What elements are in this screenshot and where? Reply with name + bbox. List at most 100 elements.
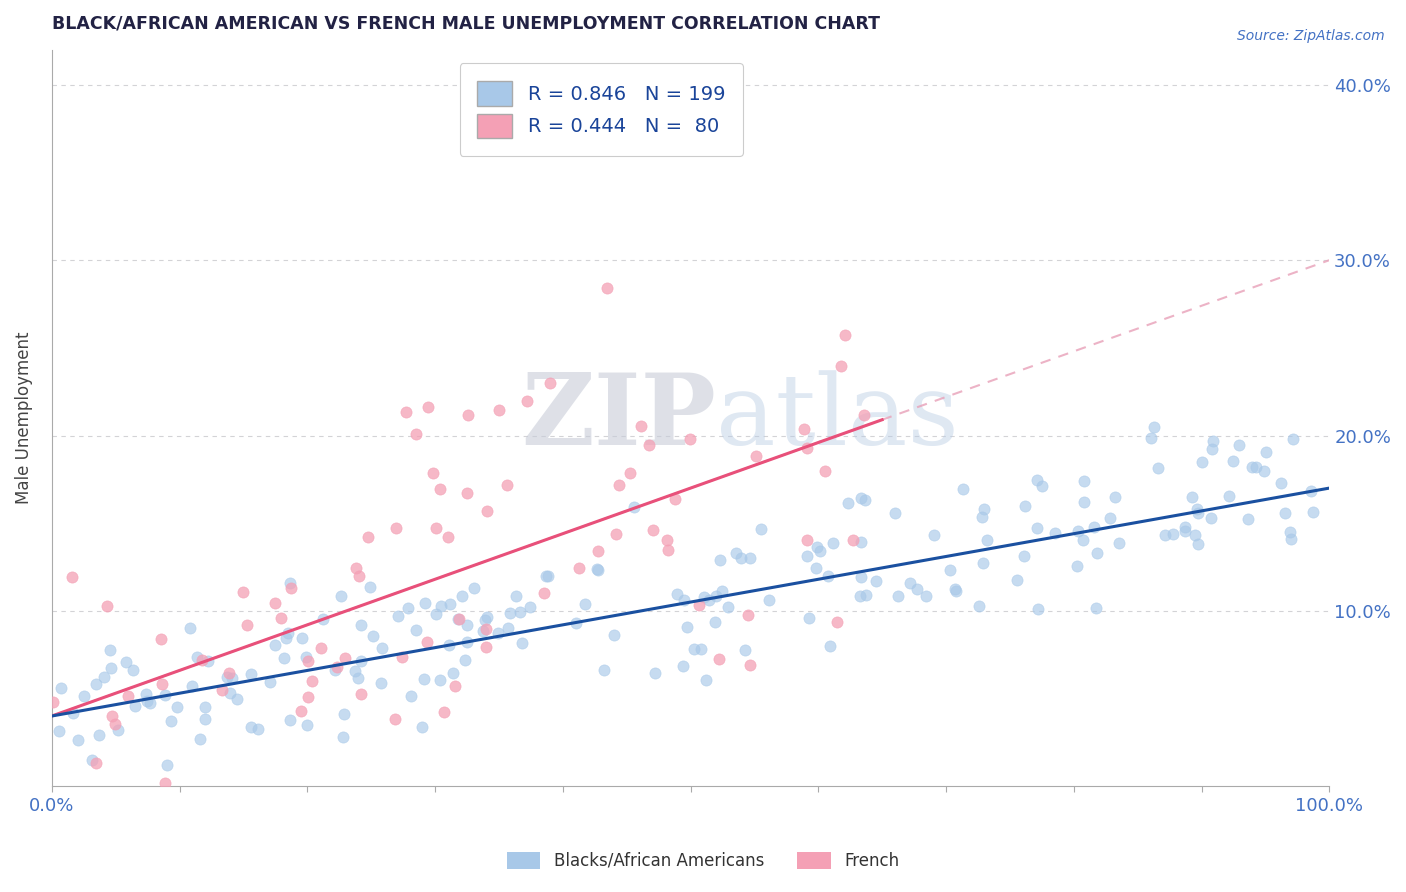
Point — [350, 687, 373, 701]
Point — [429, 482, 451, 496]
Point — [717, 599, 740, 614]
Point — [1185, 502, 1208, 516]
Legend: R = 0.846   N = 199, R = 0.444   N =  80: R = 0.846 N = 199, R = 0.444 N = 80 — [460, 63, 742, 156]
Point — [1174, 520, 1197, 534]
Point — [1104, 490, 1126, 504]
Point — [749, 522, 772, 536]
Point — [139, 696, 162, 710]
Point — [166, 700, 188, 714]
Point — [1108, 536, 1130, 550]
Point — [883, 506, 905, 520]
Point — [853, 492, 876, 507]
Point — [193, 712, 215, 726]
Point — [804, 561, 827, 575]
Point — [333, 651, 356, 665]
Point — [688, 598, 710, 612]
Point — [855, 588, 877, 602]
Point — [100, 709, 122, 723]
Text: BLACK/AFRICAN AMERICAN VS FRENCH MALE UNEMPLOYMENT CORRELATION CHART: BLACK/AFRICAN AMERICAN VS FRENCH MALE UN… — [52, 15, 880, 33]
Point — [472, 624, 495, 638]
Point — [945, 584, 967, 599]
Point — [273, 651, 295, 665]
Point — [155, 775, 177, 789]
Point — [291, 631, 314, 645]
Point — [797, 611, 820, 625]
Point — [664, 492, 686, 507]
Point — [1083, 520, 1105, 534]
Point — [1073, 495, 1095, 509]
Point — [499, 606, 522, 620]
Point — [219, 686, 242, 700]
Point — [533, 586, 555, 600]
Point — [48, 723, 70, 738]
Point — [796, 533, 818, 548]
Point — [725, 546, 748, 560]
Point — [1187, 537, 1209, 551]
Point — [350, 654, 373, 668]
Point — [475, 504, 498, 518]
Point — [117, 690, 139, 704]
Point — [567, 561, 589, 575]
Point — [363, 629, 385, 643]
Point — [537, 569, 560, 583]
Point — [758, 593, 780, 607]
Point — [87, 728, 110, 742]
Point — [823, 535, 845, 549]
Point — [1229, 437, 1251, 451]
Point — [730, 551, 752, 566]
Point — [263, 596, 285, 610]
Point — [416, 635, 439, 649]
Point — [745, 449, 768, 463]
Point — [1270, 475, 1292, 490]
Point — [456, 486, 478, 500]
Point — [900, 576, 922, 591]
Point — [852, 408, 875, 422]
Point — [197, 654, 219, 668]
Point — [416, 400, 439, 414]
Point — [444, 679, 467, 693]
Point — [679, 432, 702, 446]
Point — [297, 654, 319, 668]
Point — [1005, 573, 1028, 587]
Point — [309, 640, 332, 655]
Point — [73, 689, 96, 703]
Point — [695, 673, 717, 687]
Point — [246, 723, 269, 737]
Point — [240, 666, 263, 681]
Point — [456, 618, 478, 632]
Point — [486, 626, 509, 640]
Point — [1237, 512, 1260, 526]
Point — [1099, 511, 1122, 525]
Point — [232, 585, 254, 599]
Point — [641, 524, 664, 538]
Point — [1161, 527, 1184, 541]
Point — [638, 438, 661, 452]
Point — [350, 618, 373, 632]
Point — [796, 441, 818, 455]
Point — [574, 597, 596, 611]
Point — [704, 589, 727, 603]
Point — [806, 540, 828, 554]
Point — [820, 639, 842, 653]
Point — [967, 599, 990, 614]
Point — [709, 553, 731, 567]
Text: atlas: atlas — [716, 370, 959, 466]
Point — [516, 394, 538, 409]
Point — [1085, 546, 1108, 560]
Point — [1253, 464, 1275, 478]
Point — [297, 690, 319, 704]
Point — [263, 638, 285, 652]
Point — [80, 753, 103, 767]
Point — [1012, 549, 1035, 563]
Point — [1256, 445, 1278, 459]
Point — [619, 466, 641, 480]
Point — [425, 607, 447, 621]
Point — [236, 618, 259, 632]
Point — [1201, 442, 1223, 457]
Point — [1140, 432, 1163, 446]
Point — [607, 478, 630, 492]
Point — [449, 611, 471, 625]
Point — [344, 664, 367, 678]
Point — [135, 687, 157, 701]
Point — [740, 658, 762, 673]
